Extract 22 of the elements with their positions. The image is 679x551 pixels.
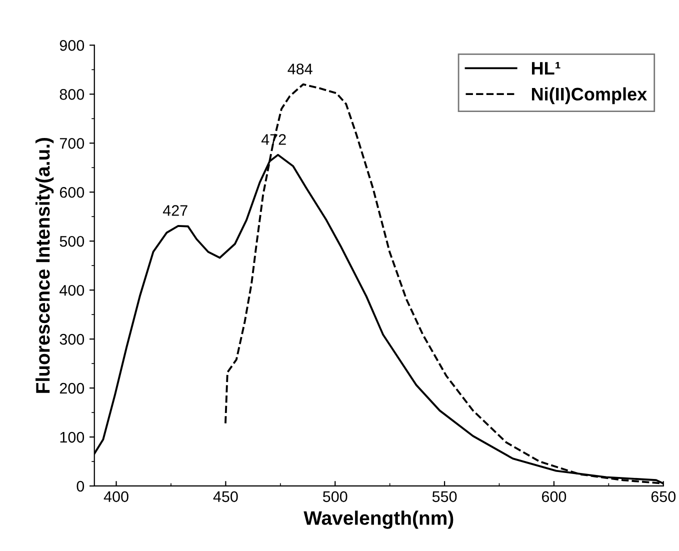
y-axis-title: Fluorescence Intensity(a.u.) bbox=[35, 138, 54, 393]
y-tick-label: 500 bbox=[60, 236, 84, 247]
y-tick-label: 600 bbox=[60, 186, 84, 198]
annotation: 427 bbox=[162, 205, 188, 216]
annotation: 484 bbox=[288, 64, 312, 74]
x-tick-label: 450 bbox=[213, 491, 238, 502]
x-tick-label: 400 bbox=[104, 491, 128, 502]
y-tick-label: 0 bbox=[76, 480, 84, 492]
x-tick-label: 600 bbox=[542, 491, 566, 502]
y-tick-label: 700 bbox=[60, 138, 84, 149]
y-tick-label: 100 bbox=[60, 432, 84, 443]
y-tick-label: 400 bbox=[60, 284, 84, 296]
legend-label: Ni(II)Complex bbox=[532, 87, 648, 104]
y-tick-label: 900 bbox=[60, 40, 84, 51]
x-tick-label: 650 bbox=[651, 491, 676, 502]
y-tick-label: 800 bbox=[60, 89, 84, 100]
x-axis-title: Wavelength(nm) bbox=[304, 510, 454, 529]
y-tick-label: 200 bbox=[60, 382, 84, 394]
legend-label: HL¹ bbox=[532, 62, 560, 75]
x-tick-label: 550 bbox=[432, 491, 457, 502]
y-tick-label: 300 bbox=[60, 334, 84, 345]
x-tick-label: 500 bbox=[322, 491, 348, 502]
